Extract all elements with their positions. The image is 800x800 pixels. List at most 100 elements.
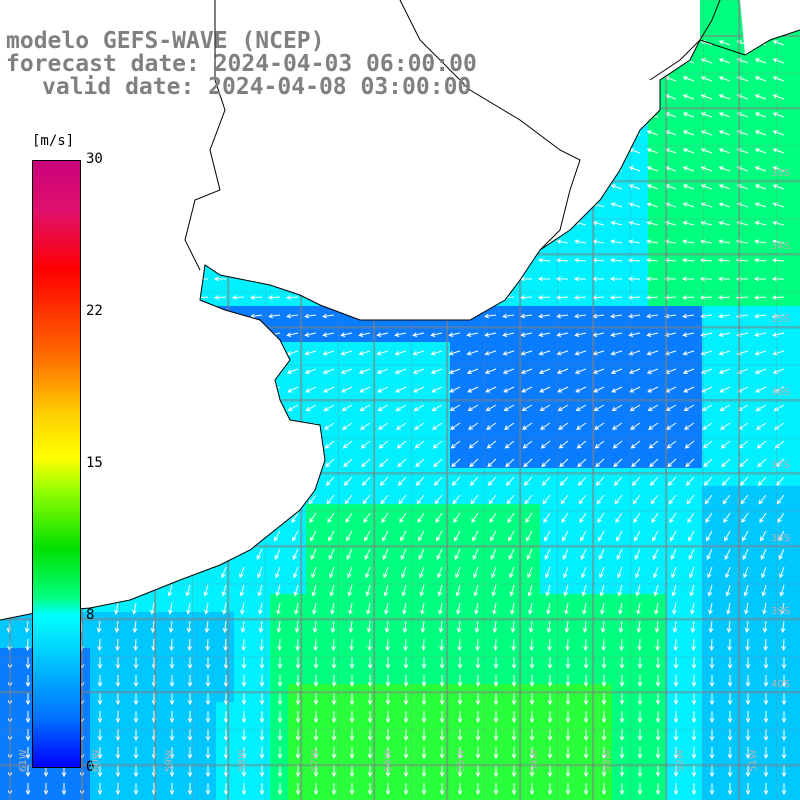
wind-arrow — [115, 638, 120, 652]
wind-arrow — [627, 295, 641, 300]
wind-arrow — [718, 148, 731, 154]
wind-arrow — [763, 765, 769, 778]
wind-arrow — [169, 675, 175, 688]
wind-arrow — [295, 675, 301, 688]
wind-arrow — [682, 257, 695, 263]
wind-arrow — [666, 440, 677, 449]
wind-arrow — [295, 765, 301, 778]
wind-arrow — [563, 584, 569, 597]
wind-arrow — [682, 76, 695, 82]
lon-label: 54W — [529, 749, 540, 772]
wind-arrow — [653, 566, 659, 579]
wind-arrow — [754, 368, 767, 375]
wind-arrow — [631, 476, 641, 486]
wind-arrow — [367, 638, 372, 652]
wind-arrow — [331, 638, 336, 652]
wind-arrow — [504, 422, 515, 430]
wind-arrow — [558, 422, 569, 430]
wind-arrow — [667, 476, 677, 486]
wind-arrow — [545, 584, 551, 597]
wind-arrow — [187, 657, 193, 670]
wind-arrow — [619, 638, 624, 652]
wind-arrow — [457, 729, 463, 742]
wind-arrow — [472, 548, 479, 560]
wind-arrow — [628, 166, 641, 172]
wind-arrow — [754, 76, 767, 82]
wind-arrow — [546, 602, 551, 615]
wind-arrow — [346, 530, 353, 542]
wind-arrow — [367, 765, 373, 778]
wind-arrow — [295, 711, 301, 724]
wind-arrow — [304, 313, 317, 319]
wind-arrow — [361, 458, 371, 468]
wind-arrow — [556, 257, 569, 263]
wind-arrow — [187, 693, 193, 706]
wind-arrow — [223, 765, 229, 778]
wind-arrow — [348, 620, 354, 633]
wind-arrow — [655, 693, 661, 706]
wind-arrow — [417, 512, 425, 524]
wind-arrow — [241, 638, 246, 652]
wind-arrow — [578, 494, 587, 505]
wind-arrow — [379, 458, 389, 468]
wind-arrow — [400, 530, 407, 542]
wind-arrow — [291, 512, 299, 524]
wind-arrow — [385, 638, 390, 652]
wind-arrow — [432, 422, 443, 430]
wind-arrow — [256, 548, 263, 560]
wind-arrow — [421, 711, 427, 724]
wind-arrow — [654, 602, 659, 615]
wind-arrow — [414, 440, 425, 449]
wind-arrow — [475, 693, 481, 706]
wind-arrow — [596, 494, 605, 505]
wind-arrow — [647, 404, 659, 412]
wind-arrow — [449, 404, 461, 412]
wind-arrow — [745, 638, 750, 652]
wind-arrow — [506, 494, 515, 505]
wind-arrow — [646, 332, 659, 337]
wind-arrow — [636, 620, 642, 633]
wind-arrow — [718, 368, 731, 375]
wind-arrow — [313, 765, 319, 778]
wind-arrow — [718, 166, 731, 172]
coastline — [0, 0, 800, 621]
wind-arrow — [309, 512, 317, 524]
wind-arrow — [573, 276, 587, 282]
wind-arrow — [763, 747, 769, 760]
wind-arrow — [610, 202, 623, 208]
wind-arrow — [541, 476, 551, 486]
wind-arrow — [402, 602, 407, 615]
wind-arrow — [349, 693, 355, 706]
wind-arrow — [545, 566, 551, 579]
wind-arrow — [646, 257, 659, 263]
wind-arrow — [628, 202, 641, 208]
wind-arrow — [706, 530, 713, 542]
wind-arrow — [619, 765, 625, 778]
wind-arrow — [720, 422, 731, 430]
lat-label: 40S — [771, 679, 791, 690]
wind-arrow — [619, 711, 625, 724]
lon-label: 58W — [237, 749, 248, 772]
wind-arrow — [457, 675, 463, 688]
wind-arrow — [324, 440, 335, 449]
wind-arrow — [759, 512, 767, 524]
wind-arrow — [456, 602, 461, 615]
wind-arrow — [683, 404, 695, 412]
wind-arrow — [565, 693, 571, 706]
wind-arrow — [505, 476, 515, 486]
wind-arrow — [511, 638, 516, 652]
wind-arrow — [780, 620, 786, 633]
wind-arrow — [556, 239, 569, 245]
wind-arrow — [630, 422, 641, 430]
wind-arrow — [619, 693, 625, 706]
wind-arrow — [691, 747, 697, 760]
wind-arrow — [259, 729, 265, 742]
wind-arrow — [378, 440, 389, 449]
wind-arrow — [671, 566, 677, 579]
wind-arrow — [690, 620, 696, 633]
colorbar — [32, 160, 81, 768]
wind-arrow — [412, 368, 425, 375]
wind-arrow — [520, 332, 533, 337]
wind-arrow — [691, 729, 697, 742]
wind-arrow — [599, 584, 605, 597]
